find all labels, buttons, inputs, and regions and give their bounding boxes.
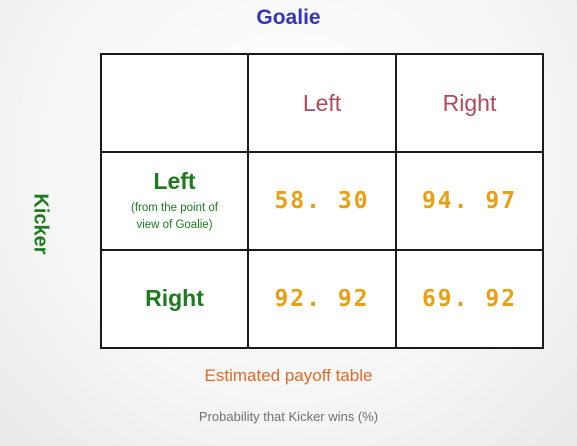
payoff-right-left: 92. 92 (247, 249, 397, 349)
column-header-left: Left (247, 53, 397, 153)
table-caption: Estimated payoff table (204, 366, 373, 385)
row-header-left-label: Left (153, 167, 196, 194)
row-header-left-note: (from the point of view of Goalie) (102, 200, 247, 233)
row-note-line-2: view of Goalie) (136, 218, 213, 231)
payoff-right-right: 69. 92 (395, 249, 544, 349)
table-subcaption: Probability that Kicker wins (%) (198, 409, 379, 424)
row-header-left: Left (from the point of view of Goalie) (100, 151, 249, 251)
goalie-label: Goalie (256, 6, 321, 29)
table-row-left: Left (from the point of view of Goalie) … (100, 151, 544, 251)
table-header-row: Left Right (100, 53, 544, 153)
payoff-table: Left Right Left (from the point of view … (100, 53, 544, 349)
table-row-right: Right 92. 92 69. 92 (100, 249, 544, 349)
column-header-right: Right (395, 53, 544, 153)
payoff-left-right: 94. 97 (395, 151, 544, 251)
kicker-label: Kicker (29, 193, 52, 255)
row-note-line-1: (from the point of (131, 201, 218, 214)
empty-corner-cell (100, 53, 249, 153)
payoff-left-left: 58. 30 (247, 151, 397, 251)
row-header-right: Right (100, 249, 249, 349)
